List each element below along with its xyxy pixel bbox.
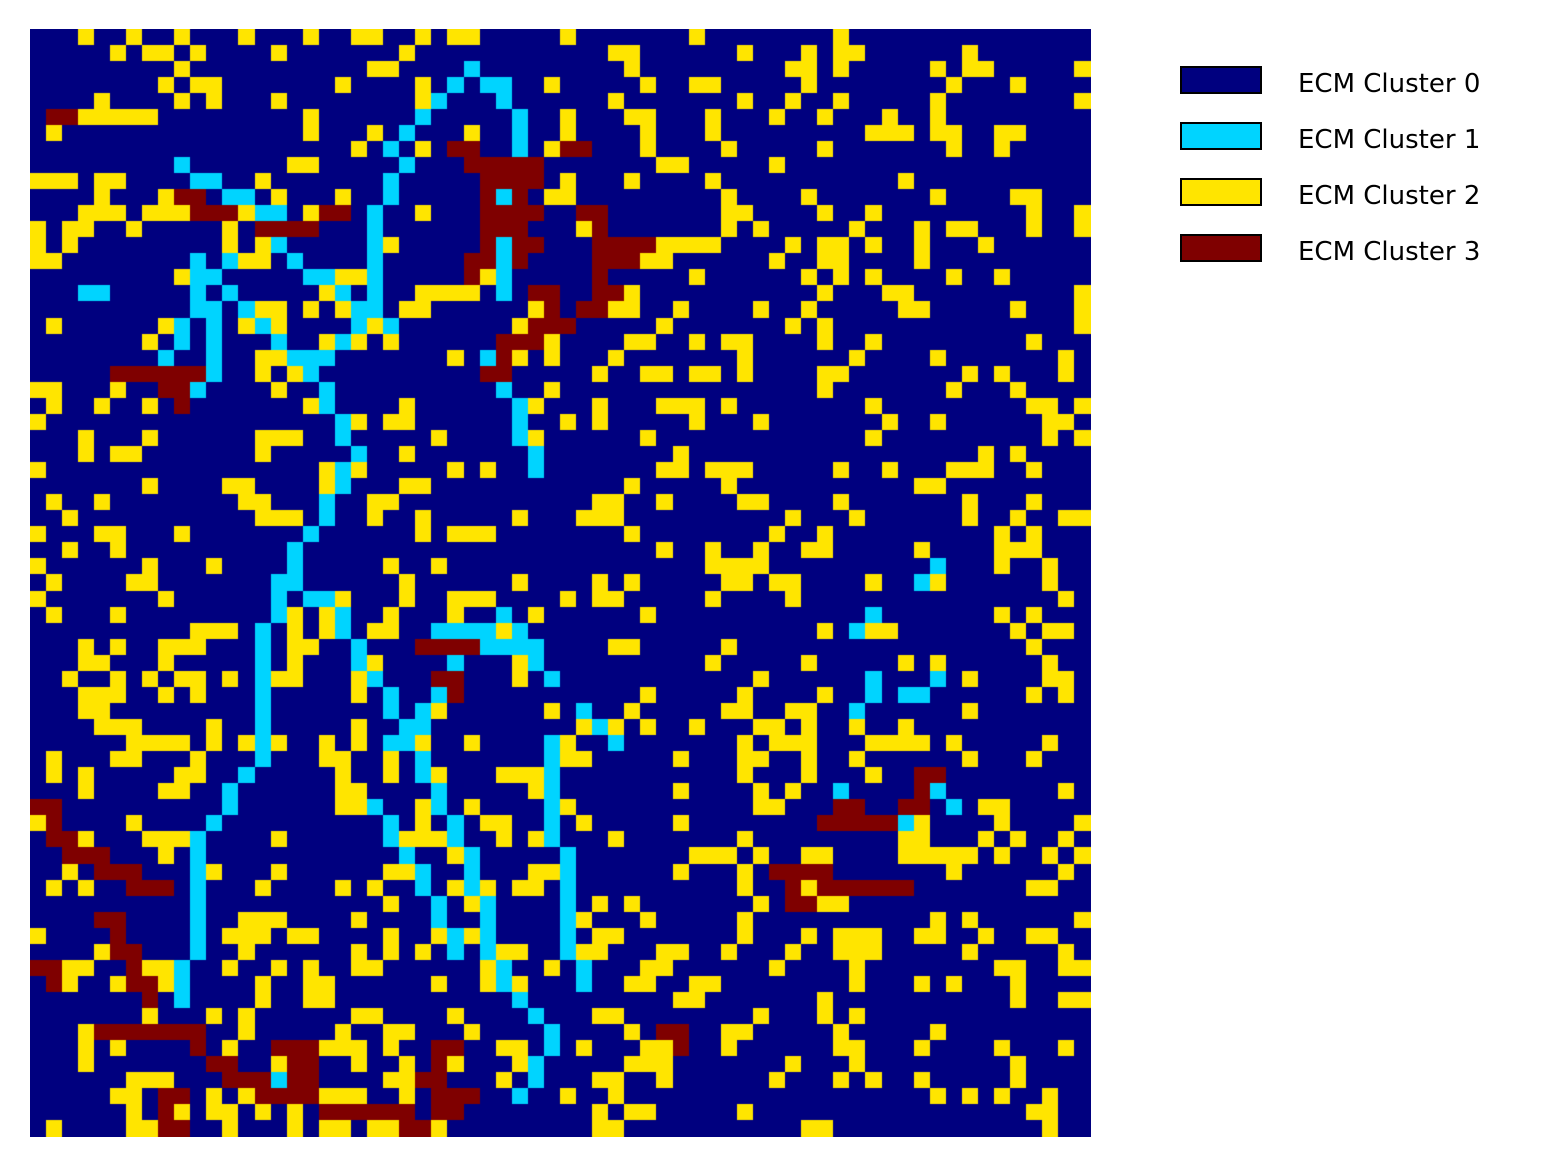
- legend-swatch-cluster-0: [1180, 66, 1262, 94]
- legend-label-cluster-2: ECM Cluster 2: [1298, 181, 1481, 211]
- ecm-cluster-heatmap: [30, 29, 1091, 1137]
- legend-swatch-cluster-2: [1180, 178, 1262, 206]
- legend-swatch-cluster-1: [1180, 122, 1262, 150]
- legend-label-cluster-3: ECM Cluster 3: [1298, 237, 1481, 267]
- legend-label-cluster-0: ECM Cluster 0: [1298, 69, 1481, 99]
- legend-label-cluster-1: ECM Cluster 1: [1298, 125, 1481, 155]
- legend-swatch-cluster-3: [1180, 234, 1262, 262]
